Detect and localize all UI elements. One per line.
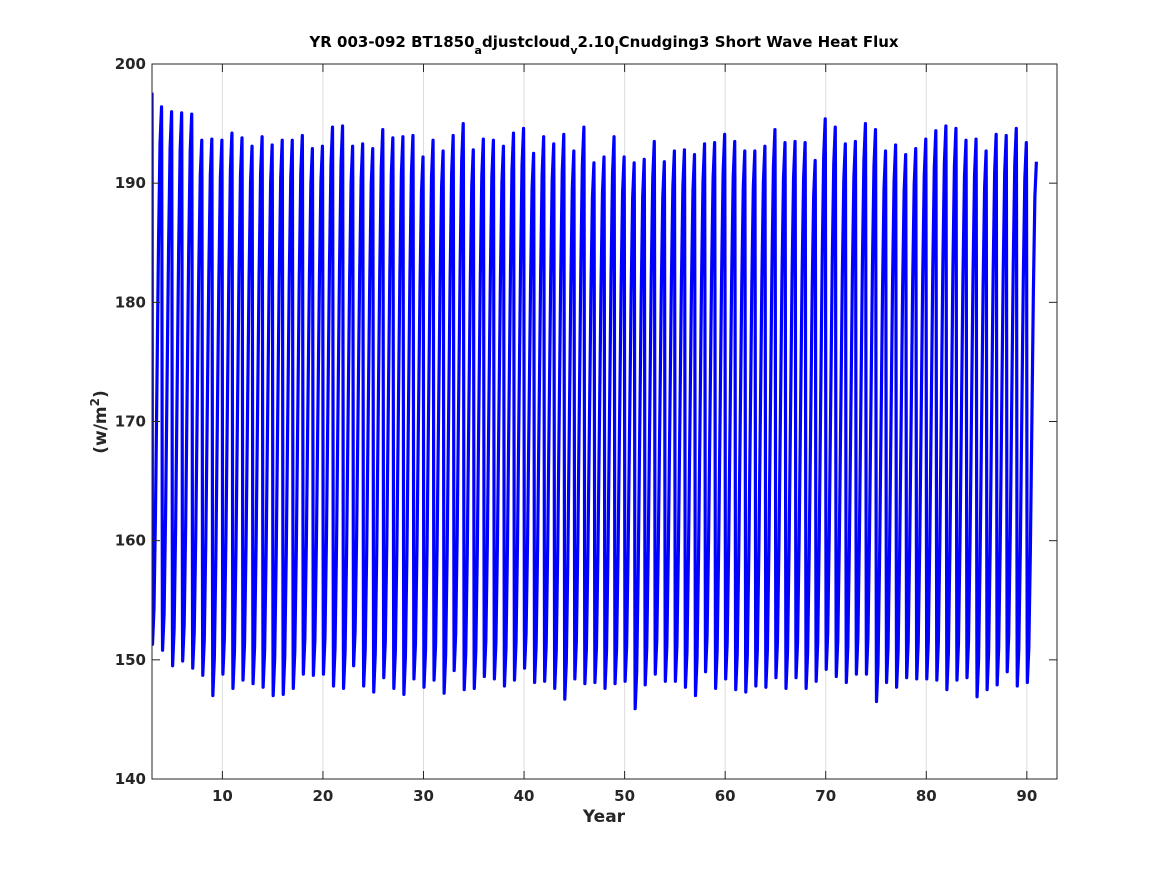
x-tick-label: 80 xyxy=(916,787,937,805)
y-tick-label: 180 xyxy=(115,293,146,311)
x-axis-label: Year xyxy=(582,807,626,827)
y-tick-label: 150 xyxy=(115,651,146,669)
y-tick-label: 170 xyxy=(115,413,146,431)
chart-title: YR 003-092 BT1850adjustcloudv2.10ICnudgi… xyxy=(308,33,899,57)
x-tick-label: 20 xyxy=(313,787,334,805)
x-tick-label: 70 xyxy=(815,787,836,805)
y-tick-label: 190 xyxy=(115,174,146,192)
x-tick-label: 40 xyxy=(514,787,535,805)
x-tick-label: 50 xyxy=(614,787,635,805)
y-tick-label: 200 xyxy=(115,55,146,73)
y-tick-label: 160 xyxy=(115,532,146,550)
series-line xyxy=(152,92,1038,711)
axes: 10 20 30 40 50 60 70 80 90 140 150 160 170 180 190 200 xyxy=(115,55,1058,805)
x-tick-label: 90 xyxy=(1016,787,1037,805)
x-tick-label: 30 xyxy=(413,787,434,805)
x-tick-label: 60 xyxy=(715,787,736,805)
x-tick-label: 10 xyxy=(212,787,233,805)
y-tick-label: 140 xyxy=(115,770,146,788)
plot-area xyxy=(152,92,1038,711)
y-axis-label: (w/m2) xyxy=(88,390,111,454)
